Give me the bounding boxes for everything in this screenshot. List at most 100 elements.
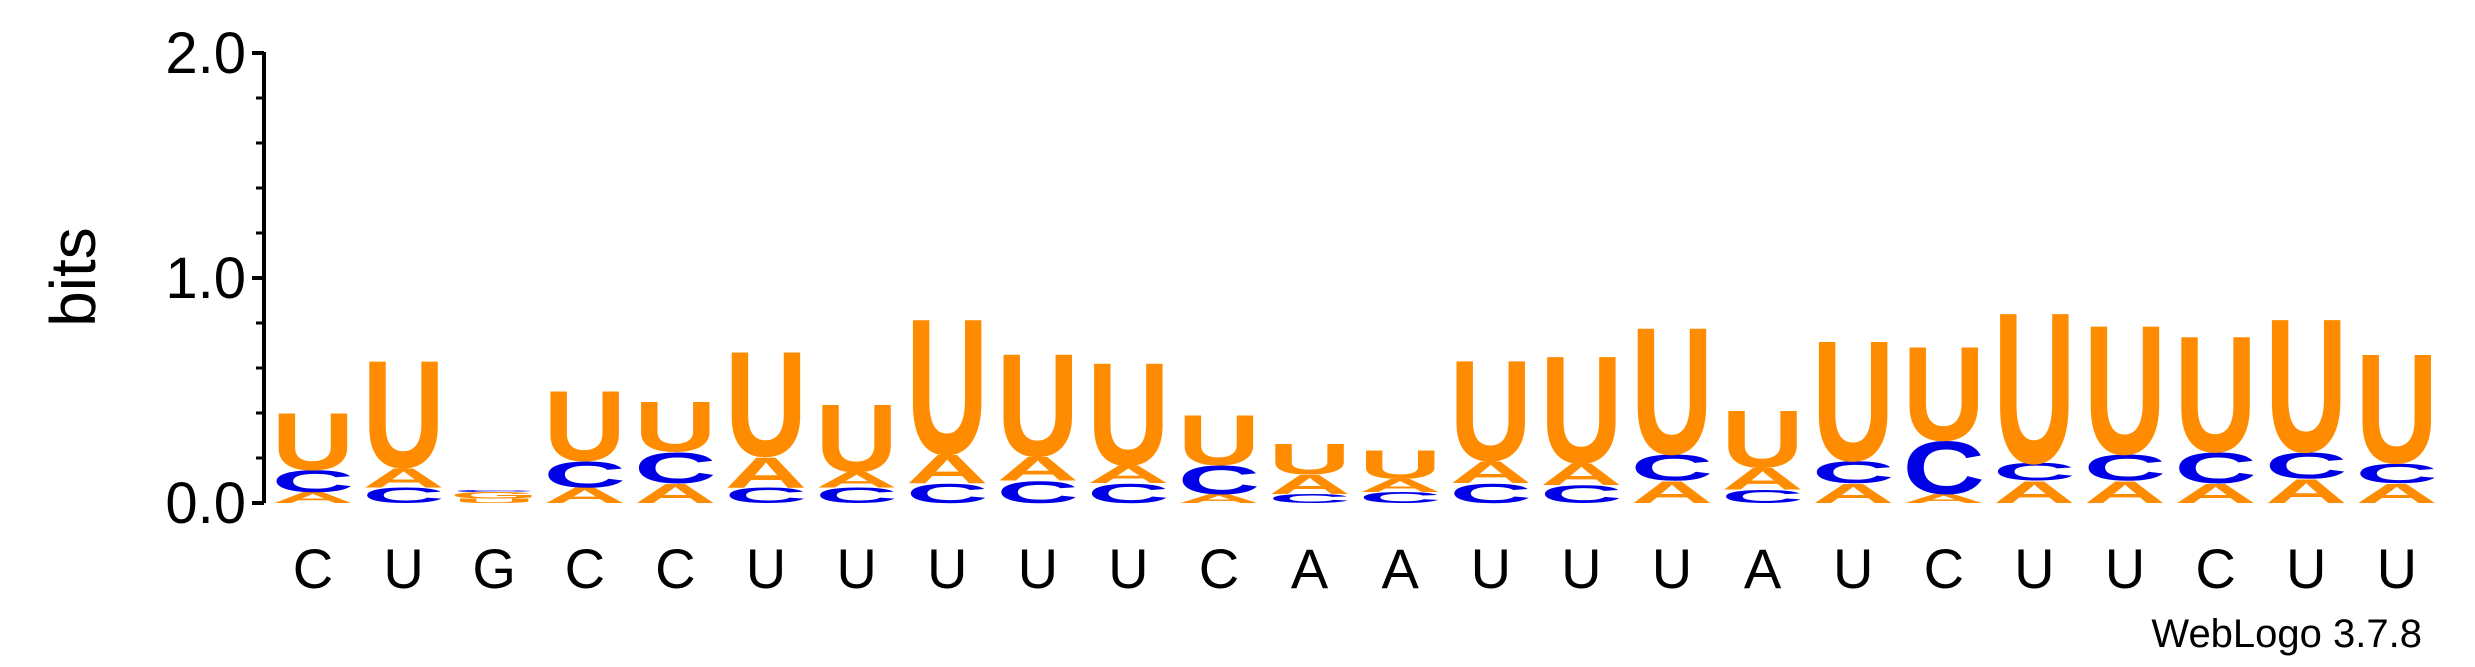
logo-letter: U bbox=[725, 321, 807, 489]
logo-letter: A bbox=[1903, 492, 1985, 506]
logo-letter: C bbox=[634, 444, 716, 493]
logo-letter: A bbox=[2356, 478, 2438, 510]
x-axis-label: U bbox=[2377, 537, 2417, 600]
logo-letter: U bbox=[997, 323, 1079, 487]
logo-letter: A bbox=[1812, 478, 1894, 510]
logo-letter: C bbox=[1540, 481, 1622, 509]
logo-letter: U bbox=[1087, 332, 1169, 496]
logo-letter: A bbox=[1540, 457, 1622, 492]
logo-letter: A bbox=[272, 489, 354, 506]
logo-letter: A bbox=[2084, 475, 2166, 510]
x-axis-label: U bbox=[1833, 537, 1873, 600]
logo-letter: C bbox=[1631, 446, 1713, 488]
logo-letter: U bbox=[453, 497, 535, 504]
logo-letter: U bbox=[1903, 319, 1985, 469]
logo-letter: C bbox=[725, 484, 807, 508]
logo-letter: U bbox=[272, 395, 354, 486]
logo-letter: C bbox=[453, 489, 535, 492]
logo-letter: C bbox=[272, 463, 354, 498]
logo-letter: C bbox=[1721, 486, 1803, 507]
logo-letter: A bbox=[362, 462, 444, 494]
logo-letter: C bbox=[1812, 454, 1894, 489]
logo-letter: U bbox=[362, 329, 444, 500]
logo-letter: U bbox=[1268, 435, 1350, 484]
logo-letter: A bbox=[1721, 461, 1803, 496]
logo-letter: A bbox=[997, 449, 1079, 487]
y-axis-label: bits bbox=[37, 227, 109, 327]
x-axis-label: G bbox=[472, 537, 516, 600]
x-axis-label: C bbox=[565, 537, 605, 600]
logo-letter: A bbox=[544, 484, 626, 508]
x-axis-label: C bbox=[655, 537, 695, 600]
y-tick-label: 1.0 bbox=[165, 246, 246, 311]
logo-letter: C bbox=[1087, 478, 1169, 510]
logo-letter: U bbox=[2174, 302, 2256, 487]
logo-letter: G bbox=[450, 490, 539, 500]
logo-letter: A bbox=[725, 448, 807, 497]
logo-letter: C bbox=[2356, 457, 2438, 489]
logo-letter: C bbox=[906, 478, 988, 510]
logo-letter: C bbox=[362, 484, 444, 508]
x-axis-label: A bbox=[1744, 537, 1782, 600]
x-axis-label: C bbox=[293, 537, 333, 600]
logo-letter: U bbox=[815, 384, 897, 492]
logo-letter: A bbox=[634, 478, 716, 510]
x-axis-label: U bbox=[1018, 537, 1058, 600]
logo-letter: A bbox=[1631, 475, 1713, 510]
logo-letter: U bbox=[1993, 267, 2075, 508]
x-axis-label: U bbox=[746, 537, 786, 600]
logo-letter: C bbox=[1359, 489, 1441, 506]
logo-letter: A bbox=[2265, 472, 2347, 510]
logo-letter: C bbox=[1993, 458, 2075, 486]
logo-letter: U bbox=[1721, 393, 1803, 484]
x-axis-label: U bbox=[1108, 537, 1148, 600]
logo-letter: C bbox=[2084, 446, 2166, 488]
y-tick-label: 2.0 bbox=[165, 21, 246, 86]
logo-letter: A bbox=[1359, 475, 1441, 496]
logo-letter: U bbox=[1540, 324, 1622, 495]
logo-letter: A bbox=[1178, 492, 1260, 506]
logo-letter: A bbox=[815, 468, 897, 492]
y-tick-label: 0.0 bbox=[165, 471, 246, 536]
logo-letter: A bbox=[1268, 469, 1350, 501]
x-axis-label: U bbox=[2014, 537, 2054, 600]
logo-letter: C bbox=[2265, 444, 2347, 486]
logo-letter: U bbox=[1359, 442, 1441, 487]
logo-letter: A bbox=[906, 447, 988, 492]
x-axis-label: A bbox=[1382, 537, 1420, 600]
logo-letter: U bbox=[544, 370, 626, 482]
x-axis-label: A bbox=[1291, 537, 1329, 600]
x-axis-label: U bbox=[1652, 537, 1692, 600]
y-ticks: 0.0 1.0 2.0 bbox=[165, 21, 264, 536]
logo-letter: U bbox=[906, 278, 988, 495]
logo-letter: U bbox=[1812, 305, 1894, 497]
x-axis-label: C bbox=[1199, 537, 1239, 600]
logo-letter: C bbox=[815, 484, 897, 508]
x-axis-label: U bbox=[836, 537, 876, 600]
x-axis-label: U bbox=[2286, 537, 2326, 600]
logo-letter: C bbox=[1903, 427, 1985, 510]
weblogo-credit: WebLogo 3.7.8 bbox=[2151, 612, 2422, 656]
logo-letter: C bbox=[1268, 492, 1350, 506]
logo-letter: C bbox=[1450, 478, 1532, 510]
x-axis-label: U bbox=[1561, 537, 1601, 600]
logo-letter: U bbox=[2265, 280, 2347, 492]
x-axis-label: C bbox=[1924, 537, 1964, 600]
logo-letter: U bbox=[2356, 321, 2438, 496]
logo-letter: A bbox=[2174, 478, 2256, 510]
x-axis-label: U bbox=[2105, 537, 2145, 600]
logo-letter: C bbox=[2174, 444, 2256, 493]
logo-letter: C bbox=[1178, 458, 1260, 503]
logo-letter: U bbox=[1178, 401, 1260, 481]
logo-letter: U bbox=[1631, 291, 1713, 493]
logo-letter: U bbox=[2084, 287, 2166, 493]
logo-letter: A bbox=[1450, 454, 1532, 489]
x-axis-label: U bbox=[1471, 537, 1511, 600]
x-axis-label: U bbox=[927, 537, 967, 600]
logo-letter: U bbox=[634, 387, 716, 467]
x-axis-label: C bbox=[2195, 537, 2235, 600]
logo-letter: C bbox=[544, 453, 626, 495]
